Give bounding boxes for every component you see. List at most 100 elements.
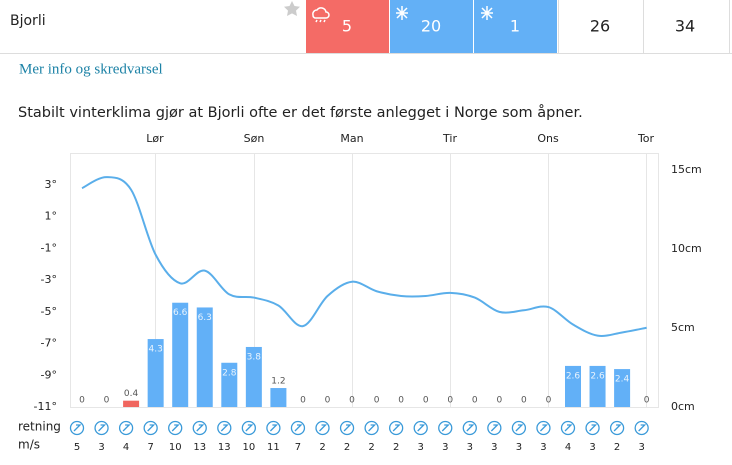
cell-rain (306, 0, 389, 53)
wind-icon (118, 420, 134, 436)
precip-label: 4.3 (148, 345, 162, 355)
y-tick-label: -5° (41, 305, 57, 318)
y2-tick-label: 0cm (671, 400, 695, 413)
precip-label: 0 (546, 396, 552, 406)
wind-speed: 3 (98, 442, 104, 453)
wind-speed: 3 (442, 442, 448, 453)
wind-icon (634, 420, 649, 436)
y-tick-label: -11° (34, 400, 57, 413)
wind-icon (438, 420, 453, 436)
wind-speed: 10 (242, 442, 255, 453)
y2-tick-label: 15cm (671, 163, 702, 176)
wind-speed: 2 (368, 442, 374, 453)
wind-icon (69, 420, 85, 436)
wind-arrow (392, 424, 401, 432)
weather-icons (312, 6, 493, 23)
wind-speed: 7 (295, 442, 301, 453)
wind-label: retning (18, 420, 61, 434)
precip-label: 1.2 (271, 377, 285, 387)
wind-speed: 3 (516, 442, 522, 453)
precip-label: 2.4 (615, 375, 630, 385)
y-tick-label: 1° (45, 210, 58, 223)
precip-label: 6.3 (198, 313, 212, 323)
precip-label: 0 (521, 396, 527, 406)
wind-speed: 7 (147, 442, 153, 453)
favorite-star[interactable] (284, 1, 300, 16)
wind-icon (609, 420, 625, 436)
wind-arrow (539, 424, 549, 432)
wind-speed: 2 (614, 442, 620, 453)
precip-bar (565, 365, 581, 407)
day-label: Tir (442, 132, 457, 145)
cell-value: 26 (590, 17, 610, 36)
wind-icon (339, 420, 355, 436)
wind-arrow (319, 424, 328, 432)
wind-icon (143, 420, 158, 436)
cell-value: 5 (342, 17, 352, 36)
wind-speed: 10 (169, 442, 182, 453)
precip-label: 0 (349, 396, 355, 406)
cell-snow (390, 0, 473, 53)
cell-snow (474, 0, 557, 53)
precip-bar (172, 302, 189, 407)
wind-arrow (269, 424, 278, 432)
y2-tick-label: 5cm (671, 321, 695, 334)
wind-icon (560, 420, 576, 436)
wind-arrow (343, 424, 352, 432)
wind-speed: 3 (540, 442, 546, 453)
cell-value: 34 (675, 17, 695, 36)
precip-label: 6.6 (173, 308, 188, 318)
wind-speed: 3 (491, 442, 497, 453)
wind-arrow (564, 424, 573, 432)
wind-icon (266, 420, 281, 436)
precip-label: 2.8 (222, 368, 237, 378)
precip-label: 0 (398, 396, 404, 406)
y-tick-label: -3° (41, 273, 57, 286)
wind-speed: 4 (565, 442, 571, 453)
wind-speed: 2 (344, 442, 350, 453)
y2-tick-label: 10cm (671, 242, 702, 255)
wind-arrow (98, 424, 107, 432)
precip-label: 2.6 (590, 371, 605, 381)
wind-speed: 5 (74, 442, 80, 453)
precip-bar (123, 400, 140, 407)
day-label: Lør (146, 132, 164, 145)
precip-bar (245, 346, 262, 407)
wind-speed: 3 (589, 442, 595, 453)
wind-icon (94, 420, 109, 436)
y-tick-label: -1° (41, 241, 57, 254)
precip-bar (270, 388, 287, 407)
wind-arrow (171, 424, 180, 432)
y-tick-label: -7° (41, 337, 57, 350)
wind-icon (511, 420, 527, 436)
wind-arrow (638, 424, 647, 432)
precip-label: 0 (496, 396, 502, 406)
precip-bar (589, 365, 606, 407)
wind-icon (217, 420, 232, 436)
precip-label: 3.8 (247, 352, 262, 362)
wind-arrow (515, 424, 524, 432)
wind-arrow (245, 424, 254, 432)
wind-icon (388, 420, 404, 436)
wind-arrow (490, 424, 499, 432)
wind-icon (364, 420, 379, 436)
info-link[interactable]: Mer info og skredvarsel (19, 61, 163, 77)
day-label: Man (340, 132, 363, 145)
wind-speed: 3 (638, 442, 644, 453)
wind-arrow (441, 424, 450, 432)
resort-name[interactable]: Bjorli (10, 13, 46, 29)
plot-frame (70, 153, 659, 408)
wind-arrow (368, 424, 377, 432)
wind-arrow (147, 424, 156, 432)
wind-speed: 2 (319, 442, 325, 453)
wind-arrow (466, 424, 475, 432)
wind-arrow (196, 424, 205, 432)
wind-arrow (294, 424, 303, 432)
wind-icon (462, 420, 477, 436)
wind-arrow (122, 424, 131, 432)
precip-bar (196, 307, 213, 407)
wind-arrow (417, 424, 426, 432)
cell-value: 1 (510, 17, 520, 36)
day-label: Søn (244, 132, 265, 145)
